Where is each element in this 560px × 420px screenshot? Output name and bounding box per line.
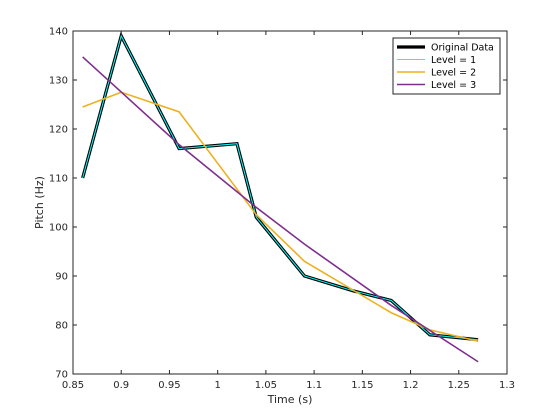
- y-tick-label: 70: [55, 370, 68, 381]
- y-tick-label: 120: [49, 125, 68, 136]
- x-tick-label: 1.3: [499, 380, 515, 391]
- y-tick-label: 80: [55, 321, 68, 332]
- legend-label: Level = 2: [431, 68, 476, 79]
- x-tick-label: 0.9: [113, 380, 129, 391]
- ticks-layer: 0.85 0.9 0.95 1 1.05 1.1 1.15 1.2 1.25 1.3 70 80 90 1…: [49, 27, 515, 392]
- x-tick-label: 1.15: [351, 380, 373, 391]
- x-tick-label: 1.2: [403, 380, 419, 391]
- legend-label: Level = 3: [431, 80, 476, 91]
- y-tick-label: 100: [49, 223, 68, 234]
- axes-box: [72, 30, 508, 375]
- y-tick-label: 140: [49, 27, 68, 38]
- y-tick-label: 130: [49, 76, 68, 87]
- axes-layer: [72, 30, 508, 375]
- x-tick-label: 0.95: [158, 380, 180, 391]
- x-tick-label: 1.1: [306, 380, 322, 391]
- y-axis-title: Pitch (Hz): [33, 176, 46, 229]
- series-layer: [81, 31, 479, 363]
- series-line-4: [82, 56, 479, 363]
- x-tick-label: 1: [214, 380, 220, 391]
- y-tick-label: 110: [49, 174, 68, 185]
- x-axis-title: Time (s): [267, 393, 313, 406]
- legend-label: Level = 1: [431, 55, 476, 66]
- legend-label: Original Data: [431, 43, 494, 54]
- y-tick-label: 90: [55, 272, 68, 283]
- x-tick-label: 1.05: [255, 380, 277, 391]
- x-tick-label: 1.25: [448, 380, 470, 391]
- x-tick-label: 0.85: [62, 380, 84, 391]
